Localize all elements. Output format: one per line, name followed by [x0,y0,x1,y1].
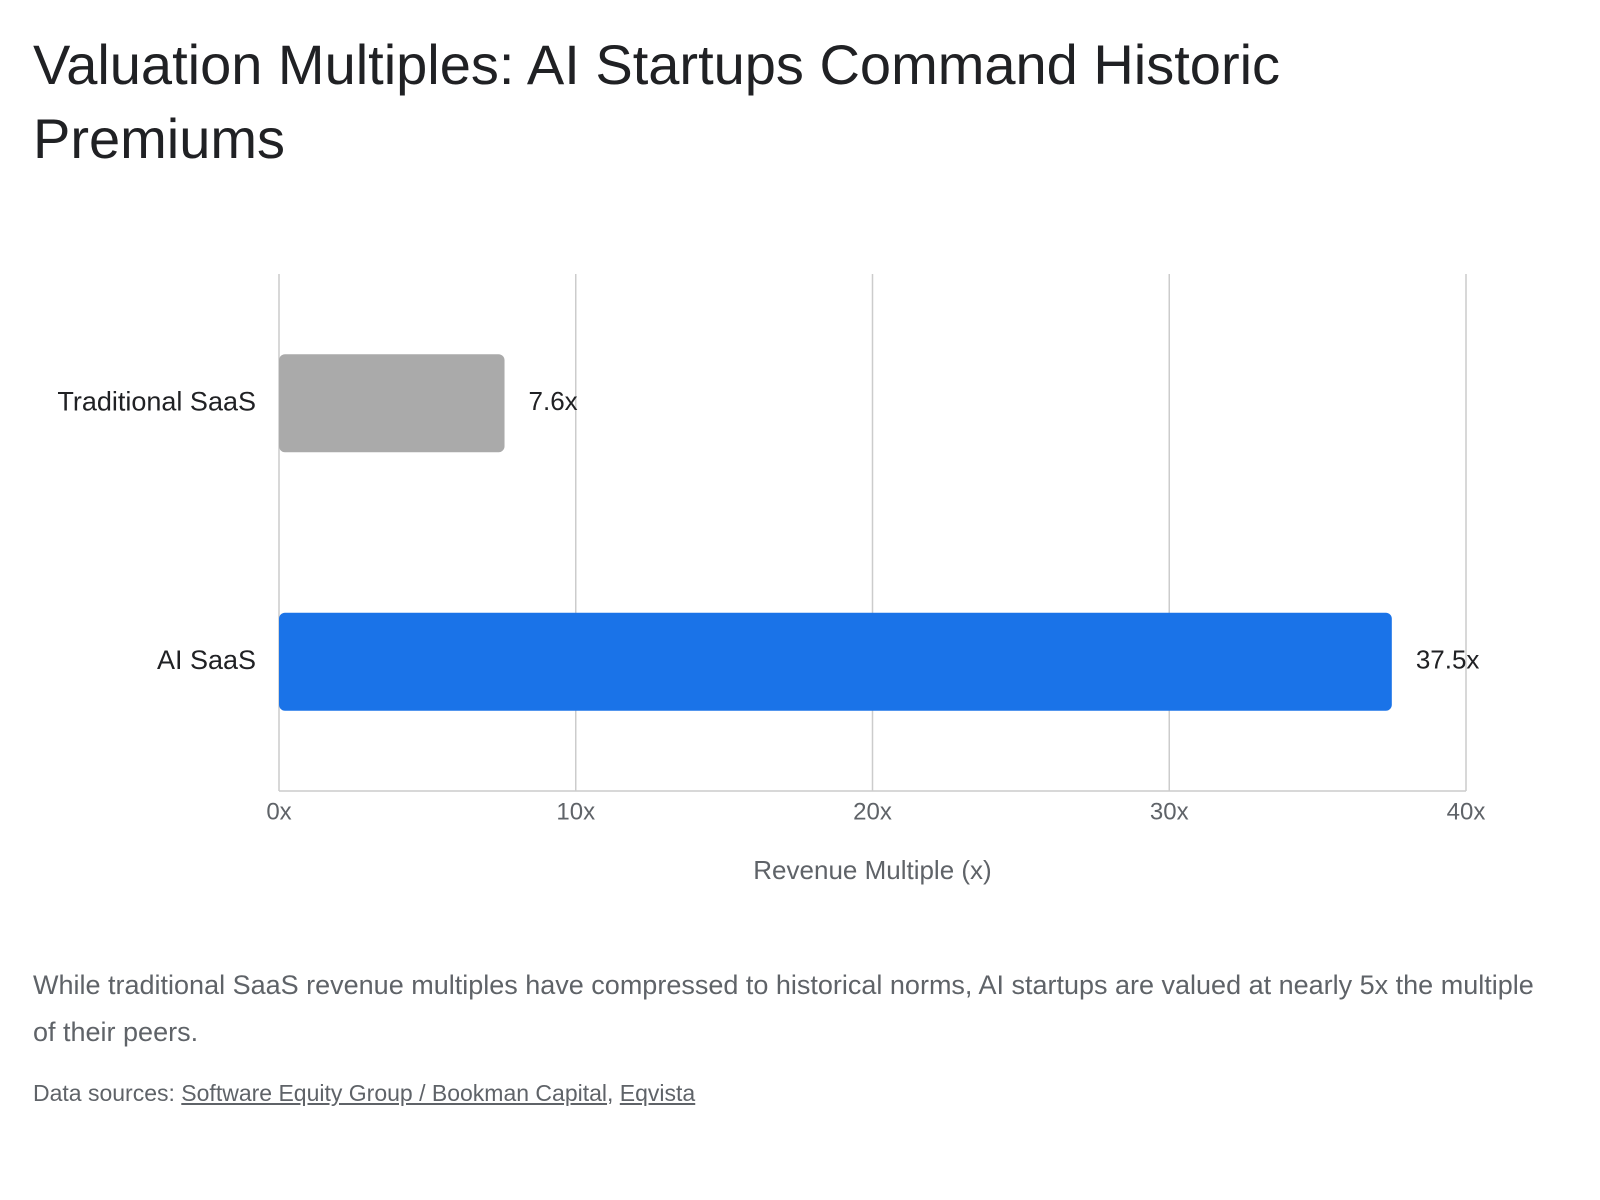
x-tick-label: 0x [266,798,291,825]
chart-title: Valuation Multiples: AI Startups Command… [33,33,1281,170]
bar [279,354,505,453]
source-separator: , [607,1080,614,1106]
source-link[interactable]: Software Equity Group / Bookman Capital [181,1080,608,1106]
x-tick-label: 30x [1150,798,1189,825]
value-label: 37.5x [1416,645,1480,675]
sources: Data sources: Software Equity Group / Bo… [33,1080,695,1107]
source-link[interactable]: Eqvista [619,1080,696,1106]
chart: 0x 10x 20x 30x 40x Revenue Multiple (x) Tradit… [57,274,1486,885]
x-tick-label: 10x [556,798,595,825]
source-label: Data sources: [33,1080,175,1106]
bar [279,612,1392,711]
caption: While traditional SaaS revenue multiples… [33,970,1534,1047]
y-tick-label: Traditional SaaS [57,386,256,416]
x-axis-title: Revenue Multiple (x) [753,855,991,885]
x-tick-label: 20x [853,798,892,825]
x-tick-label: 40x [1447,798,1486,825]
value-label: 7.6x [529,386,578,416]
y-tick-label: AI SaaS [157,645,256,675]
